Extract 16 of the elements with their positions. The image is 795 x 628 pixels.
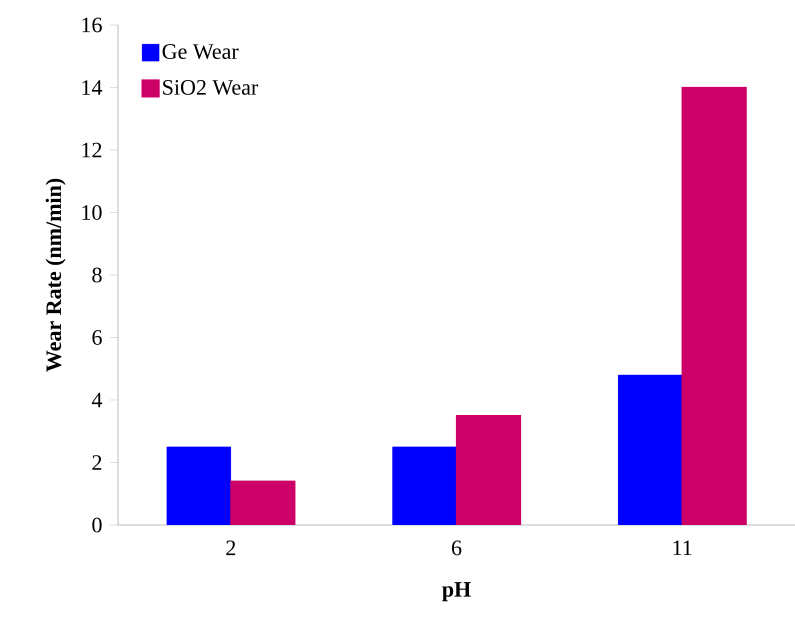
x-tick-label: 6	[452, 540, 462, 556]
x-axis-title: pH	[442, 582, 471, 602]
y-tick-label: 14	[82, 80, 102, 95]
x-tick-label: 11	[674, 540, 692, 556]
y-tick-label: 10	[82, 205, 102, 220]
y-axis-title: Wear Rate (nm/min)	[46, 178, 66, 372]
y-tick-label: 8	[92, 268, 102, 282]
legend-label: Ge Wear	[162, 44, 239, 60]
y-tick-label: 2	[92, 455, 102, 470]
y-tick-label: 4	[92, 392, 102, 408]
y-tick-label: 0	[92, 518, 102, 532]
y-tick-label: 6	[92, 330, 102, 345]
y-tick-label: 16	[82, 18, 102, 32]
y-tick-label: 12	[82, 142, 102, 158]
legend-label: SiO2 Wear	[163, 80, 258, 95]
x-tick-label: 2	[226, 540, 236, 556]
